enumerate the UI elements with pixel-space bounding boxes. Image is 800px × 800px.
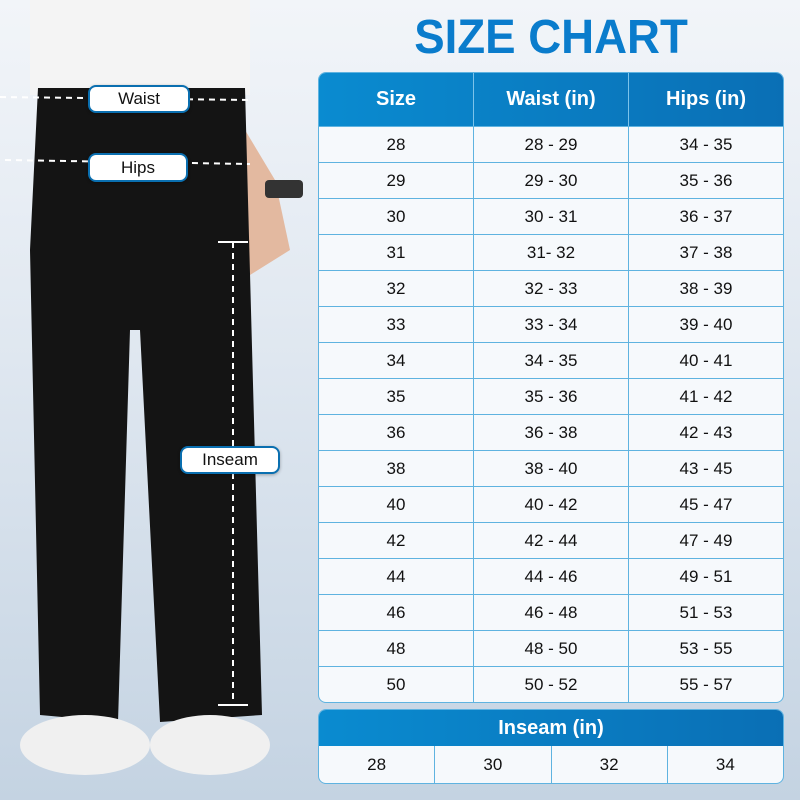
table-cell: 44 - 46: [474, 559, 629, 594]
waist-label: Waist: [88, 85, 190, 113]
table-cell: 33: [319, 307, 474, 342]
table-cell: 38 - 39: [679, 278, 733, 298]
table-row: 28 28 - 29 34 - 35: [319, 126, 783, 162]
table-row: 32 32 - 33 38 - 39: [319, 270, 783, 306]
page-title: SIZE CHART: [414, 11, 688, 64]
table-row: 48 48 - 50 53 - 55: [319, 630, 783, 666]
inseam-table: Inseam (in) 28 30 32 34: [318, 709, 784, 784]
table-cell: 40 - 41: [679, 350, 733, 370]
inseam-row: 28 30 32 34: [319, 746, 783, 783]
table-row: 29 29 - 30 35 - 36: [319, 162, 783, 198]
header-waist: Waist (in): [474, 73, 629, 126]
table-row: 35 35 - 36 41 - 42: [319, 378, 783, 414]
table-cell: 45 - 47: [679, 494, 733, 514]
table-cell: 33 - 34: [474, 307, 629, 342]
table-cell: 39 - 40: [679, 314, 733, 334]
table-cell: 50: [319, 667, 474, 702]
table-cell: 34 - 35: [679, 134, 733, 154]
left-shoe: [20, 715, 150, 775]
table-cell: 41 - 42: [679, 386, 733, 406]
table-cell: 34: [319, 343, 474, 378]
inseam-cell: 32: [552, 746, 668, 783]
table-cell: 48: [319, 631, 474, 666]
table-cell: 30: [319, 199, 474, 234]
table-row: 38 38 - 40 43 - 45: [319, 450, 783, 486]
right-shoe: [150, 715, 270, 775]
table-cell: 42 - 43: [679, 422, 733, 442]
table-row: 33 33 - 34 39 - 40: [319, 306, 783, 342]
table-cell: 40 - 42: [474, 487, 629, 522]
table-row: 34 34 - 35 40 - 41: [319, 342, 783, 378]
table-cell: 29: [319, 163, 474, 198]
table-cell: 31: [319, 235, 474, 270]
pants: [30, 88, 262, 722]
table-cell: 32 - 33: [474, 271, 629, 306]
inseam-cell: 28: [319, 746, 436, 783]
table-cell: 42: [319, 523, 474, 558]
table-cell: 38: [319, 451, 474, 486]
table-cell: 55 - 57: [679, 674, 733, 694]
table-cell: 34 - 35: [474, 343, 629, 378]
table-cell: 31- 32: [474, 235, 629, 270]
table-cell: 32: [319, 271, 474, 306]
table-cell: 48 - 50: [474, 631, 629, 666]
hand: [240, 130, 290, 275]
table-cell: 46 - 48: [474, 595, 629, 630]
table-cell: 53 - 55: [679, 638, 733, 658]
table-row: 50 50 - 52 55 - 57: [319, 666, 783, 702]
table-row: 36 36 - 38 42 - 43: [319, 414, 783, 450]
table-cell: 37 - 38: [679, 242, 733, 262]
table-cell: 50 - 52: [474, 667, 629, 702]
table-cell: 28: [319, 127, 474, 162]
table-row: 40 40 - 42 45 - 47: [319, 486, 783, 522]
header-hips: Hips (in): [666, 88, 746, 110]
product-photo-pants: [0, 0, 303, 775]
white-shirt: [30, 0, 250, 95]
table-cell: 49 - 51: [679, 566, 733, 586]
table-cell: 47 - 49: [679, 530, 733, 550]
table-row: 30 30 - 31 36 - 37: [319, 198, 783, 234]
table-header: Size Waist (in) Hips (in): [319, 73, 783, 126]
inseam-header-label: Inseam (in): [498, 716, 604, 739]
inseam-cell: 30: [435, 746, 552, 783]
header-size: Size: [319, 73, 474, 126]
table-cell: 42 - 44: [474, 523, 629, 558]
hips-label: Hips: [88, 153, 188, 182]
inseam-cell: 34: [715, 754, 735, 774]
table-cell: 35: [319, 379, 474, 414]
table-cell: 38 - 40: [474, 451, 629, 486]
table-row: 31 31- 32 37 - 38: [319, 234, 783, 270]
table-cell: 40: [319, 487, 474, 522]
table-row: 42 42 - 44 47 - 49: [319, 522, 783, 558]
table-cell: 29 - 30: [474, 163, 629, 198]
table-cell: 36: [319, 415, 474, 450]
inseam-label: Inseam: [180, 446, 280, 474]
table-cell: 35 - 36: [474, 379, 629, 414]
watch: [265, 180, 303, 198]
table-row: 44 44 - 46 49 - 51: [319, 558, 783, 594]
table-cell: 46: [319, 595, 474, 630]
table-cell: 44: [319, 559, 474, 594]
table-cell: 35 - 36: [679, 170, 733, 190]
inseam-header: Inseam (in): [319, 710, 783, 746]
table-cell: 28 - 29: [474, 127, 629, 162]
table-cell: 30 - 31: [474, 199, 629, 234]
table-row: 46 46 - 48 51 - 53: [319, 594, 783, 630]
table-cell: 36 - 37: [679, 206, 733, 226]
size-table: Size Waist (in) Hips (in) 28 28 - 29 34 - …: [318, 72, 784, 703]
table-cell: 43 - 45: [679, 458, 733, 478]
table-cell: 36 - 38: [474, 415, 629, 450]
table-cell: 51 - 53: [679, 602, 733, 622]
